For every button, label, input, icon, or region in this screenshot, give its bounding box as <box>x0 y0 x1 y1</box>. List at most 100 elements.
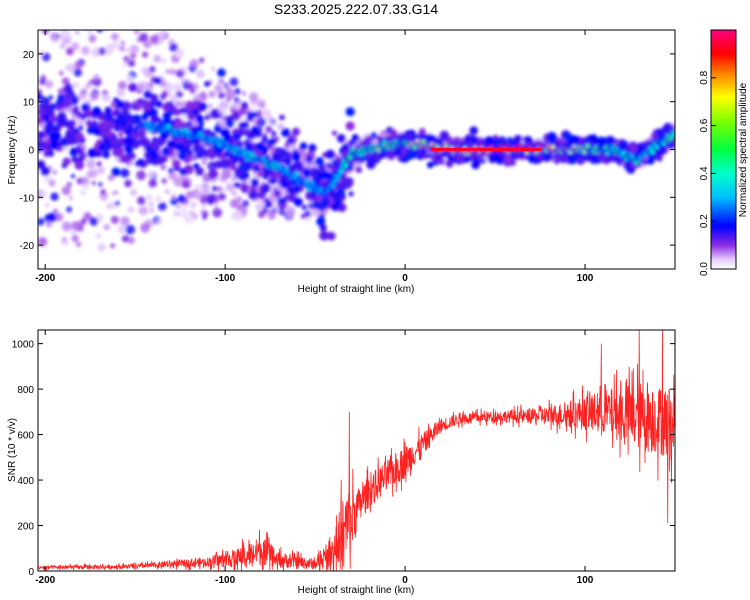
heat-cell <box>195 184 200 189</box>
heat-cell <box>223 187 228 193</box>
heat-cell <box>80 88 88 96</box>
heat-cell <box>261 108 272 119</box>
heat-cell <box>57 146 63 152</box>
heat-cell <box>283 151 292 160</box>
heat-cell <box>251 111 258 118</box>
x-tick-label: -100 <box>215 575 235 586</box>
heat-cell <box>162 102 172 112</box>
heat-cell <box>191 108 199 115</box>
heat-cell <box>177 151 187 161</box>
heat-cell <box>125 224 136 235</box>
y-tick-label: 0 <box>28 146 34 157</box>
heat-cell <box>270 130 277 137</box>
heat-cell <box>279 114 285 121</box>
heat-cell <box>208 169 219 180</box>
heat-cell <box>237 169 245 177</box>
heat-cell <box>50 32 59 41</box>
heat-cell <box>252 164 261 173</box>
heat-cell <box>161 177 168 184</box>
ridge-cell <box>339 168 344 174</box>
heat-cell <box>248 92 259 102</box>
heat-cell <box>65 47 74 56</box>
heat-cell <box>38 92 43 102</box>
heat-cell <box>141 113 149 121</box>
heat-cell <box>136 98 144 105</box>
heat-cell <box>248 190 259 200</box>
heat-cell <box>201 203 207 209</box>
heat-cell <box>229 77 239 87</box>
heat-cell <box>118 22 123 27</box>
heat-cell <box>221 167 232 177</box>
heat-cell <box>150 114 159 123</box>
heat-cell <box>80 46 91 56</box>
x-tick-label: -200 <box>35 273 55 284</box>
heat-cell <box>228 162 237 171</box>
heat-cell <box>64 133 74 144</box>
heat-cell <box>278 208 286 216</box>
heat-cell <box>284 142 289 147</box>
heat-cell <box>616 159 623 166</box>
heat-cell <box>71 156 78 163</box>
heat-cell <box>186 82 194 90</box>
heat-cell <box>38 130 46 140</box>
heat-cell <box>124 144 132 153</box>
heat-cell <box>120 40 126 46</box>
heat-cell <box>158 202 167 211</box>
heat-cell <box>42 190 48 197</box>
spectrogram-y-ticks: 20 10 0 -10 -20 <box>20 50 675 252</box>
heat-cell <box>331 130 338 136</box>
heat-cell <box>418 127 426 135</box>
heat-cell <box>345 121 355 131</box>
heat-cell <box>265 213 270 219</box>
heat-cell <box>206 148 215 156</box>
heat-cell <box>107 174 115 182</box>
heat-cell <box>143 90 153 99</box>
heat-cell <box>132 114 142 124</box>
heat-cell <box>213 124 222 133</box>
heat-cell <box>470 135 479 144</box>
heat-cell <box>180 78 186 84</box>
heat-cell <box>71 81 80 90</box>
colorbar: 0.0 0.2 0.4 0.6 0.8 Normalized spectral ampl… <box>699 29 749 276</box>
heat-cell <box>111 191 116 196</box>
heat-cell <box>38 237 48 247</box>
heat-cell <box>114 200 120 206</box>
heat-cell <box>110 215 119 224</box>
heat-cell <box>149 208 155 213</box>
heat-cell <box>200 209 205 215</box>
heat-cell <box>250 178 260 187</box>
heat-cell <box>226 182 236 192</box>
heat-cell <box>576 156 585 165</box>
heat-cell <box>405 151 414 161</box>
heat-cell <box>111 32 119 41</box>
heat-cell <box>58 70 64 76</box>
heat-cell <box>202 214 208 220</box>
snr-y-ticks: 0 200 400 600 800 1000 <box>12 340 675 578</box>
heat-cell <box>118 131 124 137</box>
heat-cell <box>656 155 663 162</box>
heat-cell <box>148 179 158 188</box>
heat-cell <box>75 30 80 35</box>
heat-cell <box>251 125 259 134</box>
ridge-core <box>430 147 542 152</box>
heat-cell <box>150 139 161 150</box>
heat-cell <box>267 178 274 184</box>
heat-cell <box>39 109 47 116</box>
heat-cell <box>255 142 265 152</box>
heat-cell <box>348 191 354 197</box>
ridge-cell <box>550 145 556 150</box>
heat-cell <box>103 223 110 231</box>
heat-cell <box>50 141 59 150</box>
heat-cell <box>155 195 162 203</box>
heat-cell <box>240 101 249 110</box>
heat-cell <box>147 170 156 179</box>
heat-cell <box>44 22 52 30</box>
heat-cell <box>195 166 204 176</box>
ridge-cell <box>621 150 626 156</box>
spectrogram-x-axis-label: Height of straight line (km) <box>298 284 415 295</box>
heat-cell <box>326 163 333 169</box>
heat-cell <box>106 204 111 209</box>
heat-cell <box>233 96 240 103</box>
heat-cell <box>120 168 130 178</box>
heat-cell <box>147 201 154 208</box>
